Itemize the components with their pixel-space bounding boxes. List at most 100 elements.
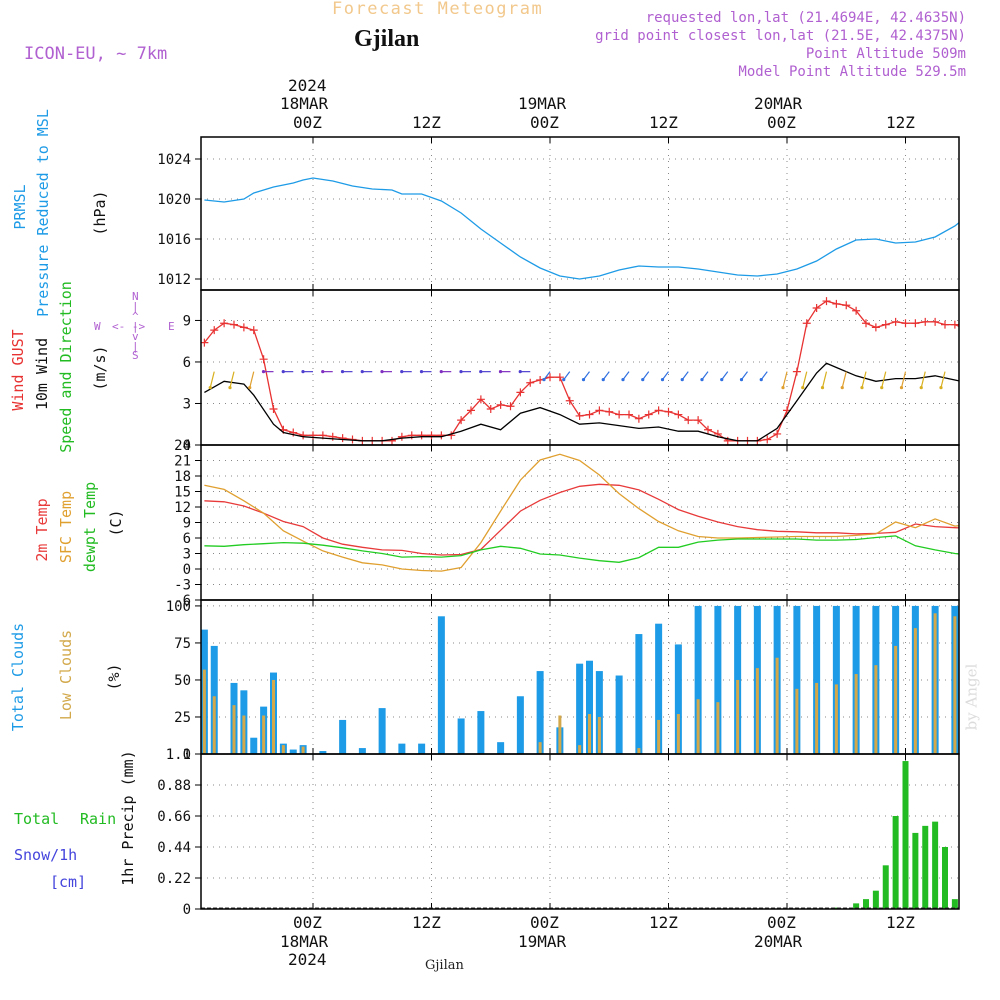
rain-bar: [902, 761, 909, 909]
rain-bar: [863, 899, 869, 909]
total-cloud-bar: [319, 751, 327, 754]
low-cloud-bar: [538, 742, 542, 754]
gust-marker: [476, 395, 485, 404]
panel-frame: [200, 136, 960, 291]
wind-arrow-head: [641, 378, 645, 382]
low-cloud-bar: [755, 668, 759, 754]
gust-marker: [605, 407, 614, 416]
wind-arrow-head: [419, 370, 424, 374]
low-cloud-bar: [795, 688, 799, 754]
wind-arrow-head: [439, 370, 443, 374]
low-cloud-bar: [716, 702, 720, 754]
model-name: ICON-EU, ~ 7km: [24, 44, 168, 64]
gust-marker: [249, 326, 258, 335]
gust-marker: [526, 378, 535, 387]
wind-arrow-head: [380, 370, 384, 374]
low-cloud-bar: [696, 699, 700, 754]
low-cloud-bar: [281, 745, 285, 754]
product-title: Forecast Meteogram: [332, 0, 544, 19]
total-cloud-bar: [991, 606, 998, 754]
wind-arrow-head: [518, 370, 522, 374]
top-hour-label: 00Z: [767, 113, 796, 132]
wind-arrow-head: [939, 386, 943, 390]
low-cloud-bar: [232, 705, 236, 754]
y-tick-label: 0.66: [157, 809, 191, 825]
wind-direction-arrow: [741, 371, 748, 381]
y-tick-label: 9: [183, 516, 191, 532]
y-tick-label: 0.88: [157, 778, 191, 794]
low-cloud-bar: [212, 696, 216, 754]
total-cloud-bar: [457, 718, 465, 754]
wind-arrow-head: [498, 370, 503, 374]
low-cloud-bar: [597, 716, 601, 754]
y-tick-label: 1016: [157, 232, 191, 248]
y-tick-label: 1020: [157, 192, 191, 208]
wind-direction-arrow: [209, 371, 215, 388]
wind-arrow-head: [360, 370, 364, 374]
low-cloud-bar: [657, 719, 661, 754]
y-tick-label: 6: [183, 355, 191, 371]
rain-bar: [872, 890, 879, 909]
top-hour-label: 00Z: [530, 113, 559, 132]
total-cloud-bar: [586, 660, 593, 754]
gust-marker: [871, 323, 880, 332]
low-cloud-bar: [578, 745, 582, 754]
wind-arrow-head: [248, 386, 252, 390]
wind-arrow-head: [301, 370, 305, 374]
series-group: [201, 761, 959, 909]
gust-marker: [981, 340, 989, 348]
wind-arrow-head: [621, 378, 625, 382]
low-cloud-bar: [588, 714, 591, 754]
gust-marker: [467, 406, 475, 415]
point-altitude: Point Altitude 509m: [805, 46, 966, 62]
gust-marker: [644, 410, 653, 419]
low-cloud-bar: [736, 679, 740, 754]
wind-arrow-head: [228, 386, 232, 390]
low-cloud-bar: [262, 715, 266, 754]
total-cloud-bar: [437, 616, 445, 754]
requested-coordinates: requested lon,lat (21.4694E, 42.4635N): [645, 10, 966, 26]
series-line-10m-wind: [204, 362, 959, 442]
wind-arrow-head: [979, 386, 982, 389]
wind-direction-arrow: [249, 371, 255, 388]
gust-marker: [210, 326, 219, 335]
gust-marker: [950, 320, 959, 329]
wind-arrow-head: [601, 378, 605, 382]
total-cloud-bar: [289, 749, 297, 754]
top-day-label: 18MAR: [280, 94, 329, 113]
gust-marker: [802, 319, 811, 328]
gust-marker: [565, 396, 574, 405]
y-tick-label: -3: [174, 578, 191, 594]
y-tick-label: 75: [174, 636, 191, 652]
rain-bar: [951, 899, 958, 909]
wind-arrow-head: [321, 370, 325, 374]
gust-marker: [901, 319, 910, 328]
wind-direction-arrow: [821, 371, 828, 388]
gust-marker: [961, 325, 969, 333]
series-line-prmsl: [204, 177, 959, 280]
wind-direction-arrow: [602, 371, 610, 381]
footer-location: Gjilan: [425, 958, 464, 973]
low-cloud-bar: [913, 628, 917, 754]
total-cloud-bar: [576, 663, 584, 754]
gust-marker: [911, 319, 920, 328]
bottom-hour-label: 12Z: [412, 913, 441, 932]
total-cloud-bar: [378, 708, 386, 754]
wind-direction-arrow: [981, 372, 985, 388]
model-point-altitude: Model Point Altitude 529.5m: [738, 64, 966, 80]
gust-marker: [546, 373, 554, 382]
y-tick-label: 0: [183, 562, 191, 578]
bottom-hour-label: 12Z: [649, 913, 678, 932]
gust-marker: [842, 301, 851, 310]
y-tick-label: 6: [183, 531, 191, 547]
gust-marker: [388, 436, 396, 445]
gust-marker: [792, 367, 801, 376]
bottom-day-label: 19MAR: [518, 932, 567, 951]
gust-marker: [615, 410, 624, 419]
low-cloud-bar: [874, 665, 878, 754]
y-tick-label: 12: [174, 500, 191, 516]
total-cloud-bar: [536, 671, 544, 754]
gust-marker: [862, 319, 870, 328]
rain-bar: [882, 865, 889, 909]
